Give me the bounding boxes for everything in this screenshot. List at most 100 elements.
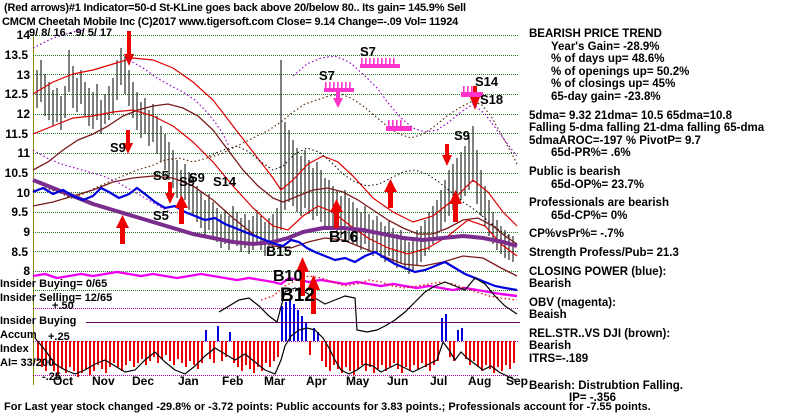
info-obv-title: OBV (magenta): xyxy=(529,296,616,309)
accum-title-line2: Accum xyxy=(0,329,37,341)
info-public-label: Public is bearish xyxy=(529,165,621,178)
y-tick-13-5: 13.5 xyxy=(4,48,28,62)
info-title: BEARISH PRICE TREND xyxy=(529,28,662,40)
relative-strength-line xyxy=(32,93,518,199)
annotation-b15: B15 xyxy=(266,243,292,259)
y-tick-11-5: 11.5 xyxy=(5,127,28,141)
info-65d-pr: 65d-PR%= .6% xyxy=(551,147,631,160)
annotation-s14-2: S14 xyxy=(475,74,499,89)
spacer xyxy=(529,366,797,380)
annotation-b12: B12 xyxy=(280,285,315,306)
sell-arrow-red-down xyxy=(165,182,175,204)
chart-plot-border xyxy=(33,30,518,385)
annotation-b16: B16 xyxy=(329,229,359,246)
info-closing-power-value: Bearish xyxy=(529,278,572,291)
info-obv-value: Beaish xyxy=(529,309,567,322)
price-chart-svg xyxy=(32,29,518,381)
x-tick-oct: Oct xyxy=(53,374,74,388)
x-tick-feb: Feb xyxy=(222,374,244,388)
gridline-accum-upper xyxy=(33,341,518,342)
info-relstr-title: REL.STR..VS DJI (brown): xyxy=(529,327,671,340)
accum-title-line1: Insider Buying xyxy=(0,315,77,327)
x-tick-sep: Sep xyxy=(506,374,529,388)
chart-plot-area[interactable]: 9/ 8/ 16 - 9/ 5/ 17 S9 S5 S5 S9 S9 S14 S… xyxy=(29,27,518,385)
insider-buying-label: Insider Buying= 0/65 xyxy=(0,278,108,290)
y-tick-10-5: 10.5 xyxy=(4,166,28,180)
annotation-s9-1: S9 xyxy=(110,140,126,155)
info-openings-up: % of openings up= 50.2% xyxy=(551,65,690,78)
annotation-s14-1: S14 xyxy=(213,174,237,189)
info-itrs: ITRS=-.189 xyxy=(529,353,589,366)
buy-arrow-red-up xyxy=(384,179,397,208)
accumulation-index-line xyxy=(34,327,516,381)
x-tick-mar: Mar xyxy=(264,374,286,388)
accum-title-line3: Index xyxy=(0,343,29,355)
obv-line xyxy=(32,270,518,298)
accum-plus-50-label: +.50 xyxy=(52,300,74,312)
info-dma-line: 5dma= 9.32 21dma= 10.5 65dma=10.8 xyxy=(529,109,732,122)
annotation-s7-2: S7 xyxy=(360,44,376,59)
info-years-gain: Year's Gain= -28.9% xyxy=(551,40,660,53)
y-tick-9: 9 xyxy=(23,225,30,239)
annotation-s9-4: S9 xyxy=(454,128,470,143)
x-tick-nov: Nov xyxy=(92,374,115,388)
magenta-sell-arrow xyxy=(461,86,483,97)
info-days-up: % of days up= 48.6% xyxy=(551,53,665,66)
info-relstr-value: Bearish xyxy=(529,340,572,353)
indicator-headline: (Red arrows)#1 Indicator=50-d St-KLine g… xyxy=(4,2,466,14)
buy-arrow-red-up xyxy=(116,215,129,244)
annotation-s7-1: S7 xyxy=(319,68,335,83)
gridline xyxy=(33,133,518,134)
y-tick-9-5: 9.5 xyxy=(11,205,28,219)
gridline xyxy=(33,290,518,291)
annotation-s9-3: S9 xyxy=(189,170,205,185)
accum-minus-25-label: -.25 xyxy=(42,371,61,383)
purple-dotted-bands xyxy=(32,29,518,215)
magenta-sell-group xyxy=(324,58,483,131)
x-tick-may: May xyxy=(346,374,370,388)
y-tick-14: 14 xyxy=(16,28,30,42)
gridline xyxy=(33,232,518,233)
sell-arrow-red-down xyxy=(123,130,133,154)
gridline xyxy=(33,55,518,56)
info-ip: IP= -.356 xyxy=(569,392,616,405)
gridline xyxy=(33,114,518,115)
y-tick-8: 8 xyxy=(23,264,30,278)
info-professionals-label: Professionals are bearish xyxy=(529,197,669,210)
gridline xyxy=(33,35,518,36)
buy-arrow-red-up xyxy=(307,275,320,314)
annotation-b10: B10 xyxy=(273,268,303,285)
info-distribution: Bearish: Distrubtion Falling. xyxy=(529,379,683,392)
gridline xyxy=(33,153,518,154)
analysis-info-panel: BEARISH PRICE TREND Year's Gain= -28.9% … xyxy=(529,28,797,405)
y-tick-8-5: 8.5 xyxy=(11,245,28,259)
x-tick-dec: Dec xyxy=(132,374,155,388)
gridline xyxy=(33,271,518,272)
buy-arrow-red-up xyxy=(296,257,309,296)
info-cp-vs-pr: CP%vsPr%= -.7% xyxy=(529,228,624,241)
sell-arrow-red-down xyxy=(442,144,452,166)
annotation-s18: S18 xyxy=(480,92,504,107)
info-falling-line: Falling 5-dma falling 21-dma falling 65-… xyxy=(529,122,765,135)
gridline-accum-lower xyxy=(33,375,518,376)
buy-arrow-red-up xyxy=(330,199,343,228)
accum-plus-25-label: +.25 xyxy=(48,331,70,343)
closing-power-line xyxy=(32,186,518,292)
x-tick-apr: Apr xyxy=(306,374,327,388)
y-tick-11: 11 xyxy=(17,146,30,160)
gridline xyxy=(33,74,518,75)
ticker-quote-line: CMCM Cheetah Mobile Inc (C)2017 www.tige… xyxy=(2,16,459,28)
gridline xyxy=(33,212,518,213)
x-tick-jul: Jul xyxy=(430,374,448,388)
magenta-sell-arrow xyxy=(324,82,354,108)
gridline xyxy=(33,94,518,95)
info-65d-cp: 65d-CP%= 0% xyxy=(551,209,628,222)
buy-arrow-red-up xyxy=(175,195,188,224)
buy-arrow-group xyxy=(116,179,462,314)
buy-arrow-red-up xyxy=(449,190,462,222)
date-range-label: 9/ 8/ 16 - 9/ 5/ 17 xyxy=(29,27,113,39)
footer-summary: For Last year stock changed -29.8% or -3… xyxy=(4,401,651,413)
gridline xyxy=(33,251,518,252)
accumulation-index-bars xyxy=(37,300,515,377)
